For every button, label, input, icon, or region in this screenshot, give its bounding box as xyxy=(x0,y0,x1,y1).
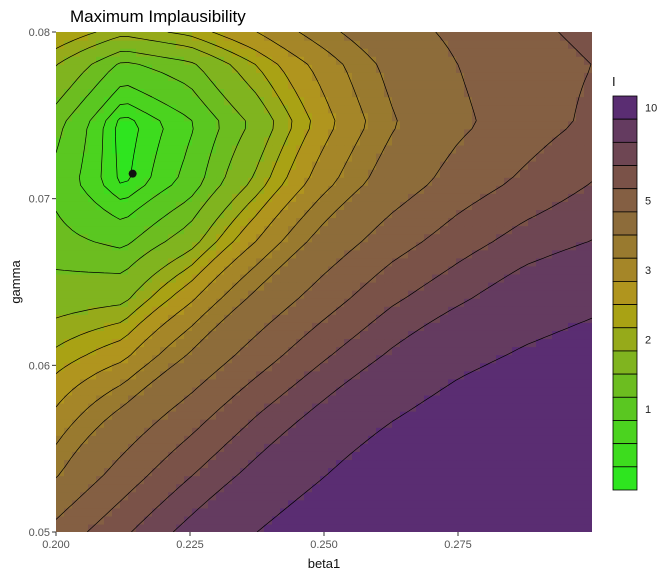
chart-title: Maximum Implausibility xyxy=(70,7,246,26)
legend-swatch xyxy=(612,327,638,352)
contour-line xyxy=(131,181,592,532)
axis-ticks: 0.200 0.225 0.250 0.275 0.05 0.06 0.07 0.08 xyxy=(29,27,472,551)
contour-line xyxy=(56,32,398,479)
contour-line xyxy=(56,32,477,520)
legend-swatch xyxy=(612,141,638,166)
legend-swatch xyxy=(612,257,638,282)
contour-line xyxy=(56,32,336,408)
legend-label: 3 xyxy=(645,265,651,277)
contour-lines xyxy=(56,32,592,532)
legend-title: I xyxy=(612,74,616,89)
x-tick-label: 0.225 xyxy=(176,539,204,551)
contour-line xyxy=(56,32,293,348)
contour-line xyxy=(56,62,220,249)
minimum-point xyxy=(128,169,137,178)
y-tick-label: 0.05 xyxy=(29,527,50,539)
legend-swatch xyxy=(612,420,638,445)
x-tick-label: 0.250 xyxy=(310,539,338,551)
legend-swatch xyxy=(612,396,638,421)
legend-swatch xyxy=(612,443,638,468)
legend-swatch xyxy=(612,234,638,259)
legend-swatch xyxy=(612,373,638,398)
plot-panel xyxy=(56,32,592,532)
legend-swatch xyxy=(612,165,638,190)
legend-swatch xyxy=(612,350,638,375)
x-tick-label: 0.200 xyxy=(42,539,70,551)
contour-line xyxy=(172,239,592,532)
legend-swatch xyxy=(612,304,638,329)
contour-line xyxy=(56,50,246,274)
contour-line xyxy=(56,32,311,374)
contour-line xyxy=(100,103,164,200)
contour-line xyxy=(56,36,274,319)
legend-swatch xyxy=(612,118,638,143)
color-legend: 10 5 3 2 1 xyxy=(612,95,657,491)
x-tick-label: 0.275 xyxy=(444,539,472,551)
contour-line xyxy=(56,32,366,445)
legend-swatch xyxy=(612,281,638,305)
legend-label: 2 xyxy=(645,334,651,346)
y-tick-label: 0.08 xyxy=(29,27,50,39)
legend-label: 10 xyxy=(645,103,657,115)
contour-fill xyxy=(56,32,592,532)
legend-swatch xyxy=(612,95,638,120)
y-tick-label: 0.07 xyxy=(29,194,50,206)
legend-label: 5 xyxy=(645,195,651,207)
contour-line xyxy=(256,317,592,532)
legend-swatch xyxy=(612,211,638,236)
y-axis-title: gamma xyxy=(8,260,23,304)
contour-line xyxy=(87,32,592,532)
contour-line xyxy=(79,85,194,220)
legend-label: 1 xyxy=(645,404,651,416)
legend-swatch xyxy=(612,188,638,213)
y-tick-label: 0.06 xyxy=(29,360,50,372)
x-axis-title: beta1 xyxy=(308,556,341,571)
legend-swatch xyxy=(612,466,638,491)
